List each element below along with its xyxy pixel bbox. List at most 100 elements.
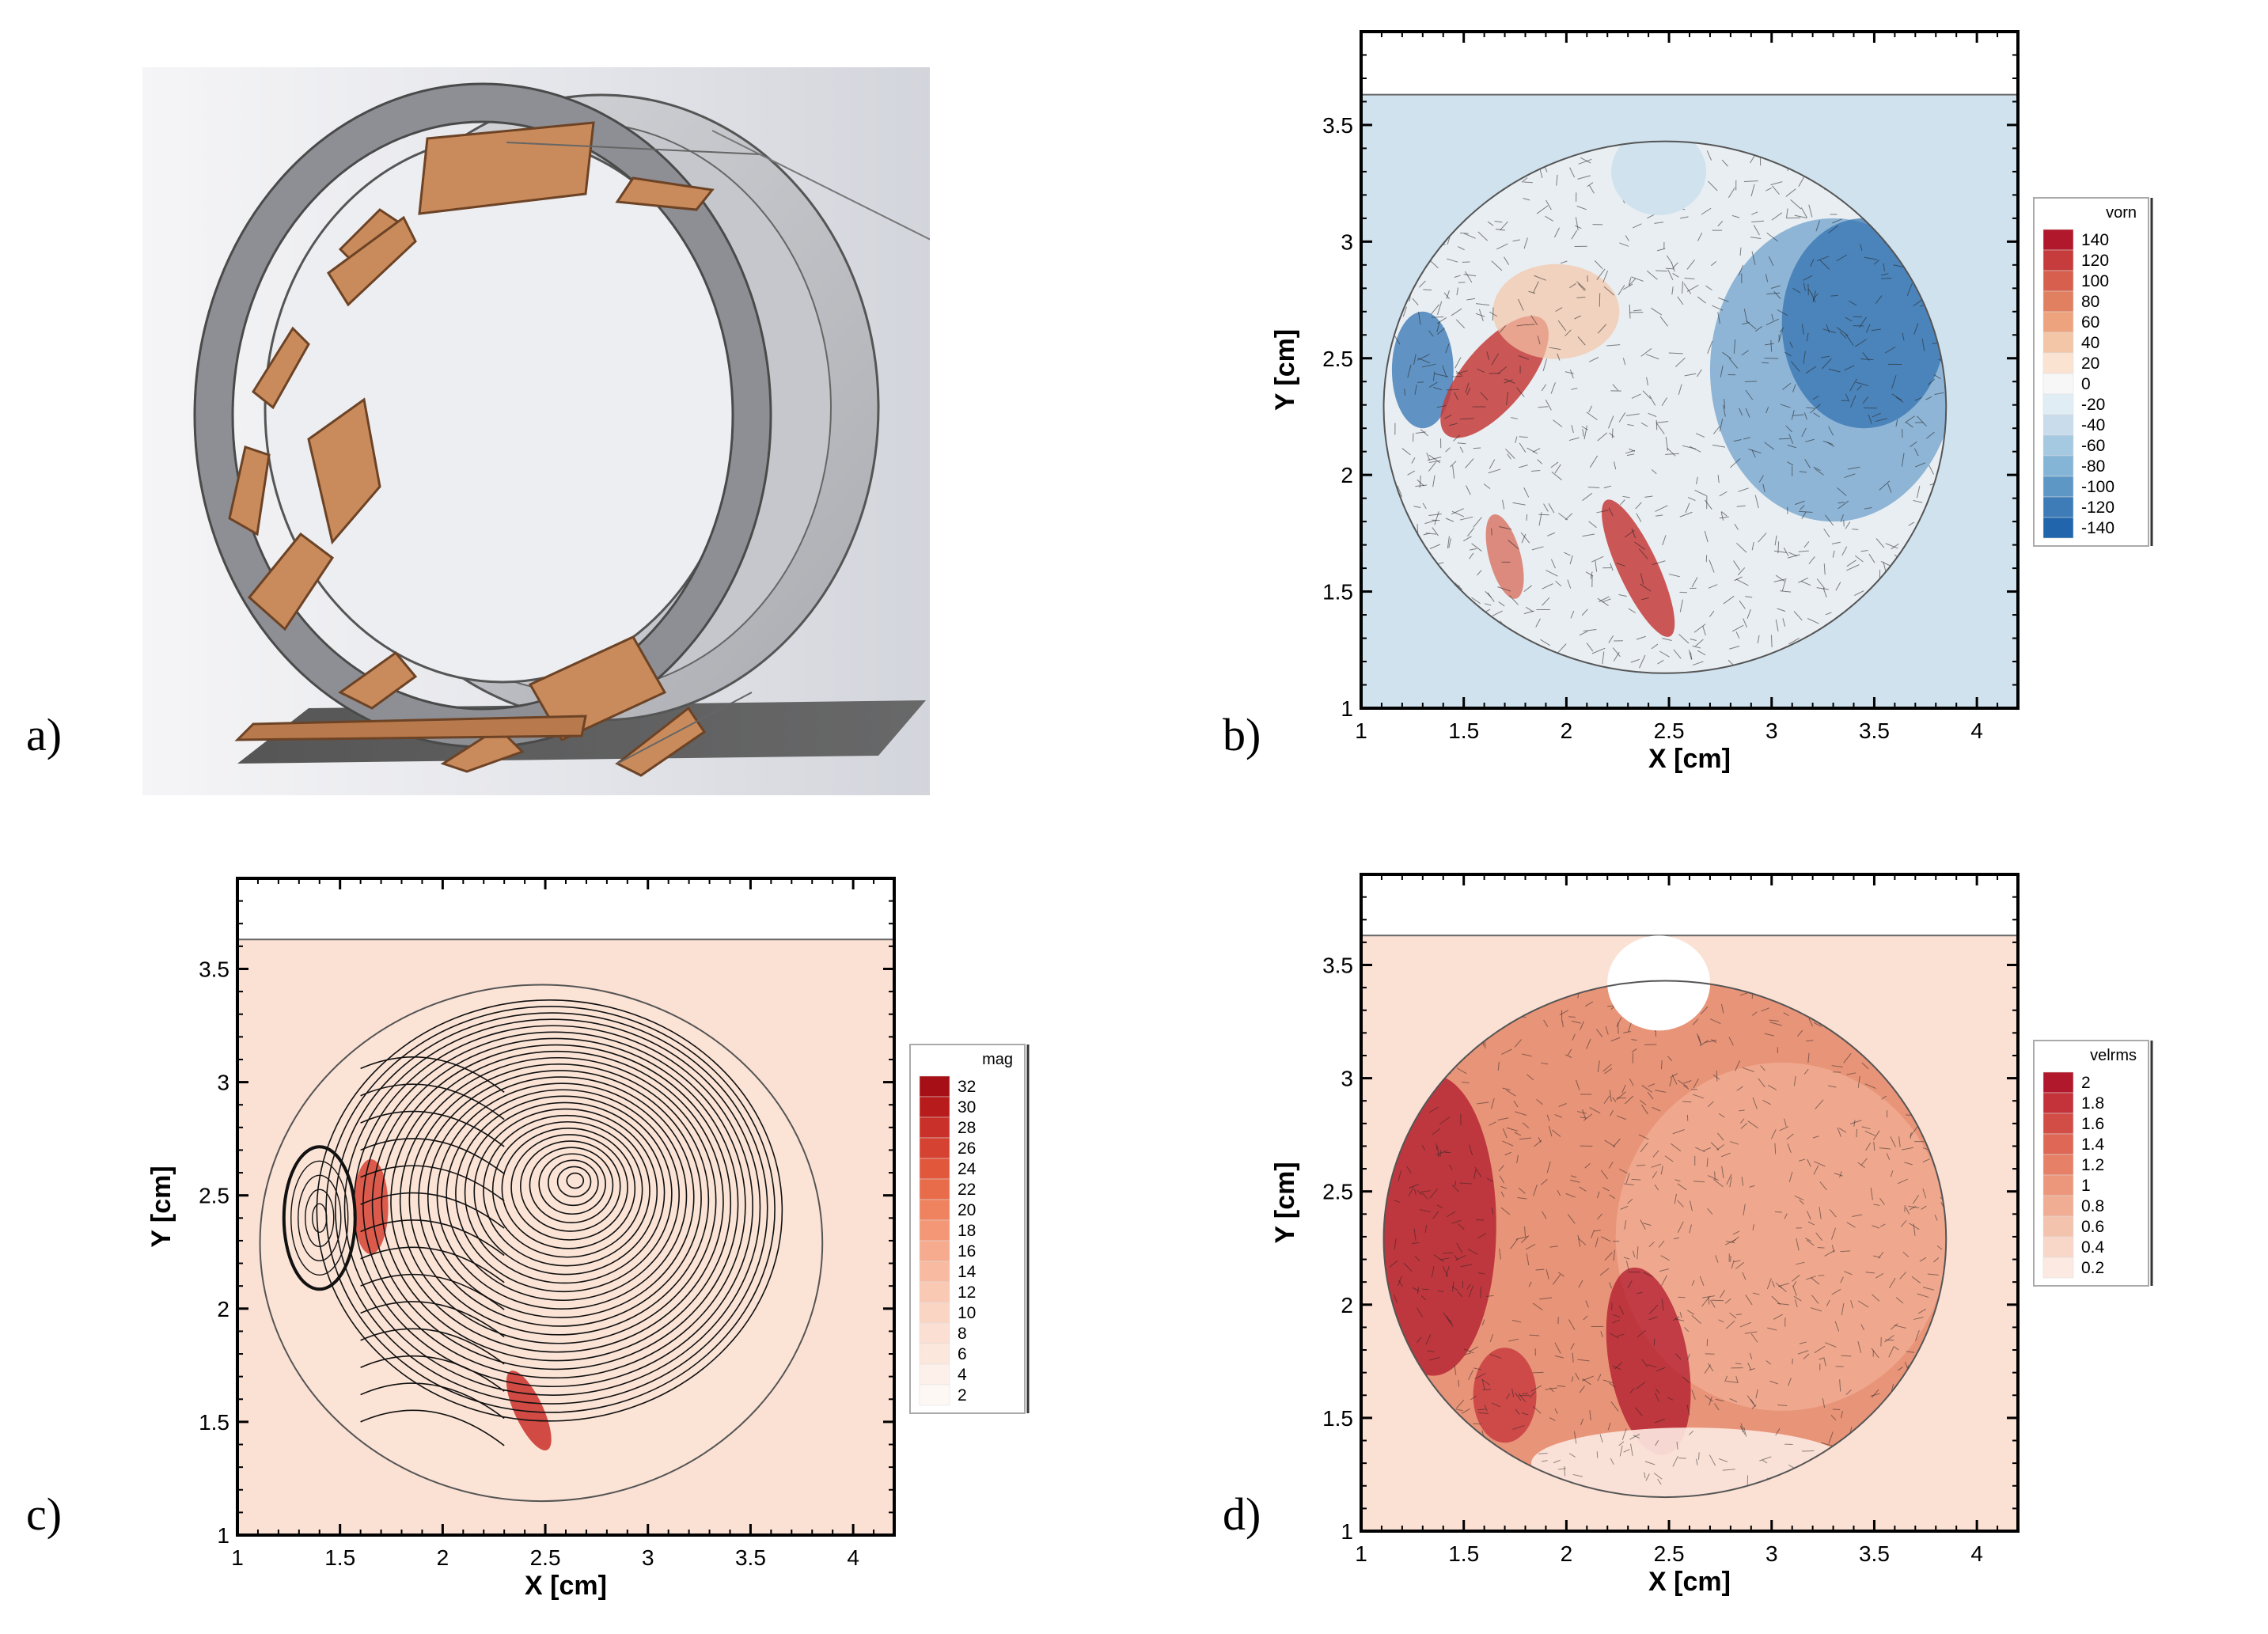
- colorbar-swatch: [920, 1302, 950, 1323]
- colorbar-swatch: [2043, 1134, 2073, 1154]
- velocity-vector: [1818, 1248, 1825, 1249]
- colorbar-swatch: [2043, 456, 2073, 476]
- colorbar-swatch: [2043, 1113, 2073, 1134]
- colorbar-swatch: [2043, 353, 2073, 373]
- velocity-vector: [1568, 1017, 1576, 1018]
- colorbar-swatch: [2043, 1175, 2073, 1196]
- velocity-vector: [1779, 438, 1790, 439]
- colorbar-level-label: 22: [958, 1181, 976, 1199]
- colorbar-swatch: [2043, 394, 2073, 415]
- colorbar-level-label: 0.4: [2081, 1238, 2105, 1257]
- colorbar-level-label: -20: [2081, 396, 2105, 414]
- colorbar-swatch: [920, 1220, 950, 1241]
- colorbar-swatch: [920, 1261, 950, 1282]
- colorbar-swatch: [2043, 497, 2073, 517]
- x-tick-label: 4: [1970, 1541, 1983, 1566]
- colorbar-swatch: [920, 1323, 950, 1344]
- velocity-vector: [1473, 448, 1481, 449]
- y-tick-label: 1: [217, 1523, 229, 1548]
- velocity-vector: [1682, 1101, 1691, 1102]
- colorbar-level-label: 28: [958, 1119, 976, 1137]
- colorbar-level-label: 20: [958, 1201, 976, 1219]
- y-tick-label: 3.5: [199, 957, 229, 981]
- x-tick-label: 2.5: [1654, 718, 1685, 743]
- x-tick-label: 4: [1970, 718, 1983, 743]
- colorbar-swatch: [2043, 1093, 2073, 1113]
- colorbar-swatch: [2043, 332, 2073, 353]
- colorbar-level-label: -100: [2081, 478, 2114, 496]
- y-tick-label: 2.5: [199, 1184, 229, 1208]
- x-tick-label: 1: [1355, 1541, 1367, 1566]
- y-tick-label: 3: [1341, 229, 1353, 254]
- velocity-vector: [1765, 358, 1779, 359]
- velocity-vector: [1612, 429, 1613, 438]
- velocity-vector: [1678, 1297, 1685, 1298]
- y-tick-label: 1.5: [1322, 1406, 1353, 1431]
- colorbar-swatch: [2043, 250, 2073, 271]
- velocity-vector: [1522, 1393, 1528, 1394]
- x-tick-label: 3.5: [735, 1545, 766, 1570]
- velocity-vector: [1712, 1300, 1724, 1301]
- colorbar-swatch: [2043, 229, 2073, 250]
- velocity-vector: [1476, 1219, 1484, 1220]
- colorbar-level-label: 24: [958, 1160, 977, 1178]
- colorbar-swatch: [2043, 1154, 2073, 1175]
- velocity-vector: [1432, 317, 1444, 318]
- colorbar-level-label: 1.2: [2081, 1156, 2104, 1174]
- velocity-vector: [1902, 429, 1903, 438]
- colorbar-swatch: [920, 1117, 950, 1138]
- colorbar-swatch: [2043, 271, 2073, 291]
- colorbar-swatch: [2043, 1216, 2073, 1237]
- y-tick-label: 3.5: [1322, 953, 1353, 977]
- y-axis-label: Y [cm]: [1270, 329, 1300, 411]
- colorbar-level-label: 1.8: [2081, 1094, 2104, 1113]
- colorbar-level-label: 32: [958, 1078, 976, 1096]
- x-tick-label: 2.5: [1654, 1541, 1685, 1566]
- velocity-vector: [1597, 1451, 1598, 1458]
- x-tick-label: 3: [1765, 718, 1778, 743]
- colorbar-level-label: 40: [2081, 334, 2099, 352]
- colorbar-level-label: 20: [2081, 354, 2099, 373]
- colorbar-swatch: [2043, 517, 2073, 538]
- colorbar-level-label: 14: [958, 1263, 977, 1281]
- cad-ring-render: [142, 67, 930, 795]
- colorbar-level-label: 2: [2081, 1074, 2091, 1092]
- y-tick-label: 3.5: [1322, 113, 1353, 138]
- x-axis-label: X [cm]: [1648, 744, 1731, 774]
- colorbar-swatch: [2043, 1196, 2073, 1216]
- velocity-vector: [1655, 1029, 1656, 1037]
- x-tick-label: 1: [231, 1545, 244, 1570]
- x-tick-label: 3.5: [1859, 1541, 1890, 1566]
- colorbar-level-label: 0: [2081, 375, 2091, 393]
- x-tick-label: 1.5: [1448, 718, 1479, 743]
- velocity-vector: [1447, 389, 1459, 390]
- colorbar-level-label: 18: [958, 1222, 976, 1240]
- colorbar-swatch: [920, 1282, 950, 1302]
- colorbar-level-label: 26: [958, 1139, 976, 1158]
- velocity-vector: [1833, 1409, 1840, 1410]
- colorbar-level-label: 8: [958, 1325, 967, 1343]
- x-tick-label: 1.5: [324, 1545, 355, 1570]
- y-axis-label: Y [cm]: [146, 1166, 176, 1247]
- velocity-vector: [1698, 1452, 1699, 1459]
- colorbar-swatch: [920, 1179, 950, 1200]
- colorbar-level-label: 30: [958, 1098, 976, 1117]
- velocity-vector: [1533, 1372, 1544, 1373]
- velocity-vector: [1538, 514, 1549, 515]
- y-axis-label: Y [cm]: [1270, 1162, 1300, 1243]
- velocity-vector: [1458, 282, 1466, 283]
- colorbar-swatch: [920, 1364, 950, 1385]
- y-tick-label: 2: [1341, 1293, 1353, 1317]
- velocity-vector: [1771, 635, 1772, 647]
- panel-label-b: b): [1223, 708, 1261, 761]
- colorbar-level-label: 140: [2081, 231, 2109, 249]
- y-tick-label: 2: [217, 1297, 229, 1321]
- colorbar-level-label: 0.6: [2081, 1218, 2104, 1236]
- x-tick-label: 2: [1561, 718, 1573, 743]
- cad-ring-svg: [142, 67, 930, 795]
- panel-label-c: c): [26, 1488, 62, 1541]
- colorbar-level-label: 6: [958, 1345, 967, 1363]
